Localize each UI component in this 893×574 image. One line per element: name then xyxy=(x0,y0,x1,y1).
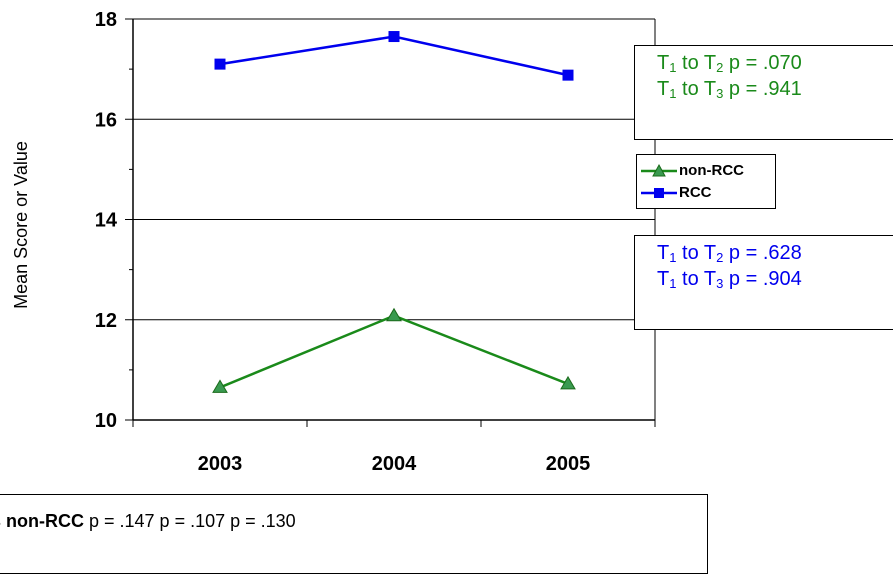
x-tick-label: 2003 xyxy=(198,453,243,475)
data-point xyxy=(388,31,400,43)
rcc-stat-line-2: T1 to T3 p = .941 xyxy=(657,78,802,101)
comparison-box: s non-RCC p = .147 p = .107 p = .130 xyxy=(0,494,708,574)
axes xyxy=(125,18,656,427)
gridlines xyxy=(133,18,655,321)
series-non-rcc xyxy=(212,307,576,393)
comparison-p-values: p = .147 p = .107 p = .130 xyxy=(84,511,296,531)
triangle-marker-icon xyxy=(641,163,677,177)
y-tick-labels: 10 12 14 16 18 xyxy=(95,9,118,432)
data-point xyxy=(560,375,576,390)
non-rcc-stat-line-2: T1 to T3 p = .904 xyxy=(657,268,802,291)
rcc-stat-line-1: T1 to T2 p = .070 xyxy=(657,52,802,75)
data-point xyxy=(212,379,228,393)
x-tick-label: 2004 xyxy=(372,453,417,475)
y-tick-label: 12 xyxy=(95,310,117,332)
y-tick-label: 10 xyxy=(95,410,117,432)
legend-label-non-rcc: non-RCC xyxy=(679,162,744,179)
legend: non-RCC RCC xyxy=(636,154,776,209)
series-line xyxy=(219,35,569,77)
data-point xyxy=(562,69,574,81)
x-tick-label: 2005 xyxy=(546,453,591,475)
series-group xyxy=(212,31,576,393)
comparison-bold-text: s non-RCC xyxy=(0,511,84,531)
non-rcc-stat-line-1: T1 to T2 p = .628 xyxy=(657,242,802,265)
line-chart: 10 12 14 16 18 2003 2004 2005 Mean Score or Va… xyxy=(11,9,656,475)
rcc-stats-box: T1 to T2 p = .070 T1 to T3 p = .941 xyxy=(634,45,893,140)
data-point xyxy=(214,58,226,70)
non-rcc-stats-box: T1 to T2 p = .628 T1 to T3 p = .904 xyxy=(634,235,893,330)
y-tick-label: 18 xyxy=(95,9,117,31)
y-axis-label: Mean Score or Value xyxy=(11,141,31,309)
series-line xyxy=(219,314,569,389)
y-tick-label: 16 xyxy=(95,109,117,131)
square-marker-icon xyxy=(641,188,677,198)
y-tick-label: 14 xyxy=(95,210,118,232)
x-tick-labels: 2003 2004 2005 xyxy=(198,453,591,475)
data-point xyxy=(386,307,402,322)
legend-label-rcc: RCC xyxy=(679,184,712,201)
series-rcc xyxy=(214,31,574,81)
